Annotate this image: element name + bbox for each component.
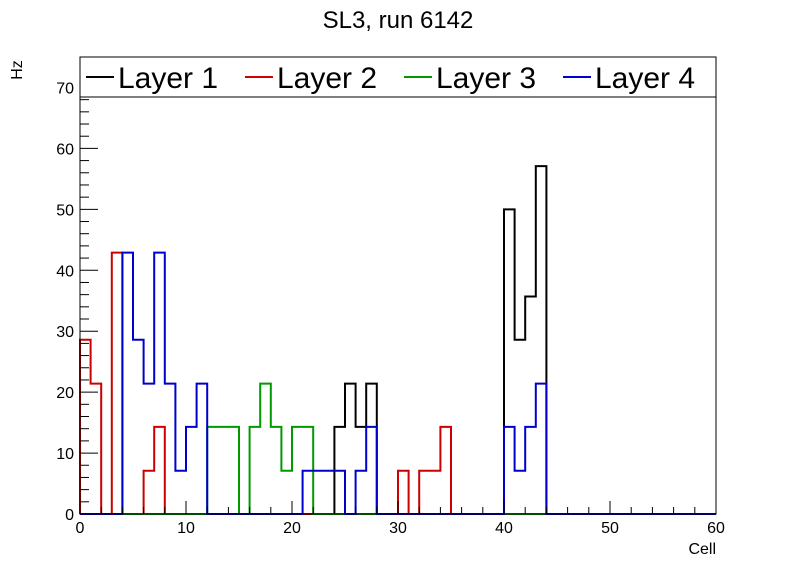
x-tick-label: 10 <box>177 520 195 537</box>
x-tick-label: 40 <box>495 520 513 537</box>
legend-label-layer-4: Layer 4 <box>595 62 695 95</box>
x-tick-label: 30 <box>389 520 407 537</box>
chart-title: SL3, run 6142 <box>323 7 474 34</box>
x-tick-label: 60 <box>707 520 725 537</box>
plot-series-group <box>79 165 716 515</box>
x-tick-label: 0 <box>76 520 85 537</box>
y-tick-label: 60 <box>56 141 74 158</box>
legend-label-layer-3: Layer 3 <box>436 62 536 95</box>
y-tick-label: 70 <box>56 80 74 97</box>
x-tick-label: 50 <box>601 520 619 537</box>
legend-label-layer-2: Layer 2 <box>277 62 377 95</box>
x-axis-label: Cell <box>688 541 716 558</box>
y-tick-label: 30 <box>56 324 74 341</box>
legend-box <box>79 56 717 98</box>
y-tick-label: 50 <box>56 202 74 219</box>
axis-ticks-group: 0 10 20 30 40 50 60 0 10 20 30 40 50 60 70 <box>56 62 725 537</box>
y-axis-label: Hz <box>9 60 26 80</box>
legend-label-layer-1: Layer 1 <box>118 62 218 95</box>
y-tick-label: 20 <box>56 385 74 402</box>
y-tick-label: 10 <box>56 446 74 463</box>
y-tick-label: 40 <box>56 263 74 280</box>
y-tick-label: 0 <box>65 507 74 524</box>
legend: Layer 1 Layer 2 Layer 3 Layer 4 <box>79 56 717 98</box>
x-tick-label: 20 <box>283 520 301 537</box>
